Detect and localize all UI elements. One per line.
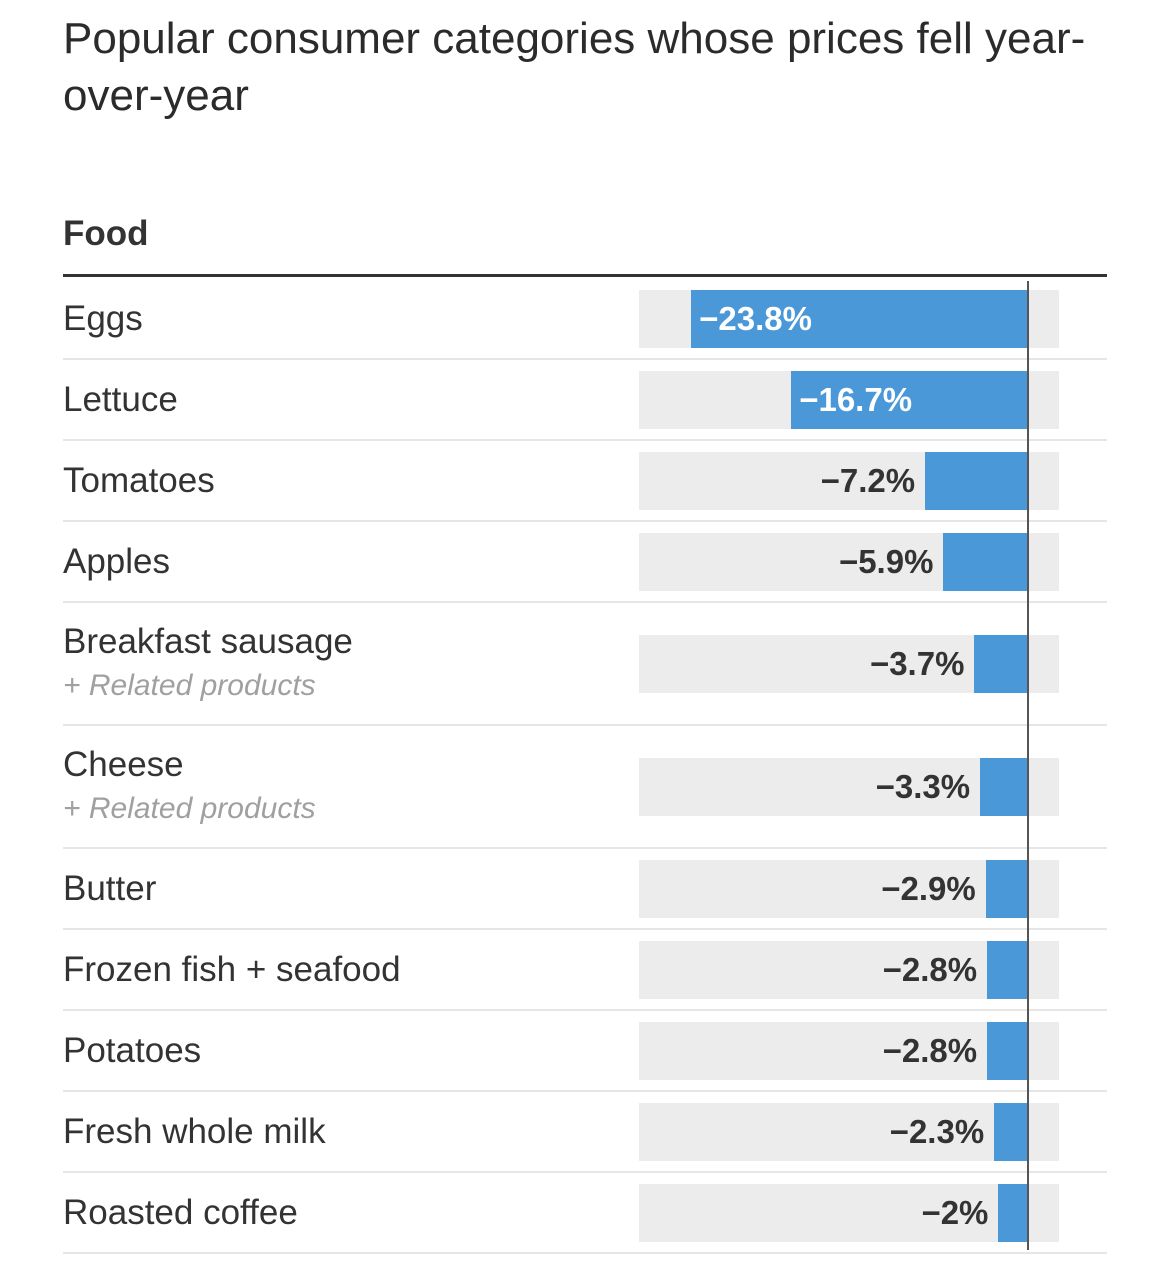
bar bbox=[980, 758, 1027, 816]
row-divider bbox=[63, 601, 1107, 603]
row-divider bbox=[63, 1171, 1107, 1173]
table-row: Lettuce −16.7% bbox=[63, 360, 1107, 441]
category-label: Tomatoes bbox=[63, 461, 215, 500]
row-divider bbox=[63, 1009, 1107, 1011]
row-divider bbox=[63, 439, 1107, 441]
value-label: −23.8% bbox=[699, 300, 812, 337]
row-divider bbox=[63, 1090, 1107, 1092]
table-row: Breakfast sausage + Related products −3.7% bbox=[63, 603, 1107, 726]
category-label: Breakfast sausage bbox=[63, 622, 353, 661]
bar bbox=[985, 860, 1027, 918]
row-divider bbox=[63, 520, 1107, 522]
value-label: −5.9% bbox=[838, 543, 934, 580]
bar-track: −3.7% bbox=[639, 635, 1059, 693]
bar-track: −23.8% bbox=[639, 290, 1059, 348]
bar-track: −2.9% bbox=[639, 860, 1059, 918]
value-label: −2.9% bbox=[881, 870, 976, 907]
value-label: −2% bbox=[921, 1194, 989, 1231]
related-products-link[interactable]: + Related products bbox=[63, 669, 316, 702]
bar-track: −2.8% bbox=[639, 941, 1059, 999]
chart-title: Popular consumer categories whose prices… bbox=[63, 14, 1086, 120]
row-divider bbox=[63, 847, 1107, 849]
table-row: Apples −5.9% bbox=[63, 522, 1107, 603]
bar-track: −2.3% bbox=[639, 1103, 1059, 1161]
table-row: Frozen fish + seafood −2.8% bbox=[63, 930, 1107, 1011]
category-label: Roasted coffee bbox=[63, 1193, 298, 1232]
category-label: Potatoes bbox=[63, 1031, 202, 1070]
table-row: Eggs −23.8% bbox=[63, 279, 1107, 360]
zero-axis-line bbox=[1026, 281, 1029, 1250]
row-divider bbox=[63, 928, 1107, 930]
related-products-link[interactable]: + Related products bbox=[63, 792, 316, 825]
table-row: Butter −2.9% bbox=[63, 849, 1107, 930]
bar bbox=[791, 371, 1027, 429]
table-row: Potatoes −2.8% bbox=[63, 1011, 1107, 1092]
value-label: −3.3% bbox=[875, 768, 971, 805]
bar bbox=[943, 533, 1027, 591]
section-divider bbox=[63, 274, 1107, 277]
category-label: Eggs bbox=[63, 299, 143, 338]
row-divider bbox=[63, 724, 1107, 726]
bar-track: −7.2% bbox=[639, 452, 1059, 510]
bar bbox=[691, 290, 1027, 348]
row-divider bbox=[63, 358, 1107, 360]
table-row: Roasted coffee −2% bbox=[63, 1173, 1107, 1254]
bar-track: −5.9% bbox=[639, 533, 1059, 591]
value-label: −3.7% bbox=[869, 645, 965, 682]
bar bbox=[974, 635, 1027, 693]
table-row: Tomatoes −7.2% bbox=[63, 441, 1107, 522]
bar bbox=[987, 1022, 1027, 1080]
category-label: Fresh whole milk bbox=[63, 1112, 326, 1151]
table-row: Cheese + Related products −3.3% bbox=[63, 726, 1107, 849]
bar-track: −2% bbox=[639, 1184, 1059, 1242]
value-label: −7.2% bbox=[820, 462, 916, 499]
value-label: −2.8% bbox=[882, 951, 978, 988]
bar-track: −2.8% bbox=[639, 1022, 1059, 1080]
value-label: −2.3% bbox=[889, 1113, 985, 1150]
bar-track: −16.7% bbox=[639, 371, 1059, 429]
section-heading: Food bbox=[63, 214, 149, 253]
category-label: Lettuce bbox=[63, 380, 178, 419]
bar-track: −3.3% bbox=[639, 758, 1059, 816]
bar bbox=[998, 1184, 1027, 1242]
value-label: −16.7% bbox=[799, 381, 913, 418]
bar bbox=[994, 1103, 1027, 1161]
category-label: Butter bbox=[63, 869, 157, 908]
bar bbox=[925, 452, 1027, 510]
category-label: Apples bbox=[63, 542, 171, 581]
bar bbox=[987, 941, 1027, 999]
category-label: Frozen fish + seafood bbox=[63, 950, 401, 989]
category-label: Cheese bbox=[63, 745, 184, 784]
row-divider bbox=[63, 1252, 1107, 1254]
table-row: Fresh whole milk −2.3% bbox=[63, 1092, 1107, 1173]
value-label: −2.8% bbox=[882, 1032, 978, 1069]
